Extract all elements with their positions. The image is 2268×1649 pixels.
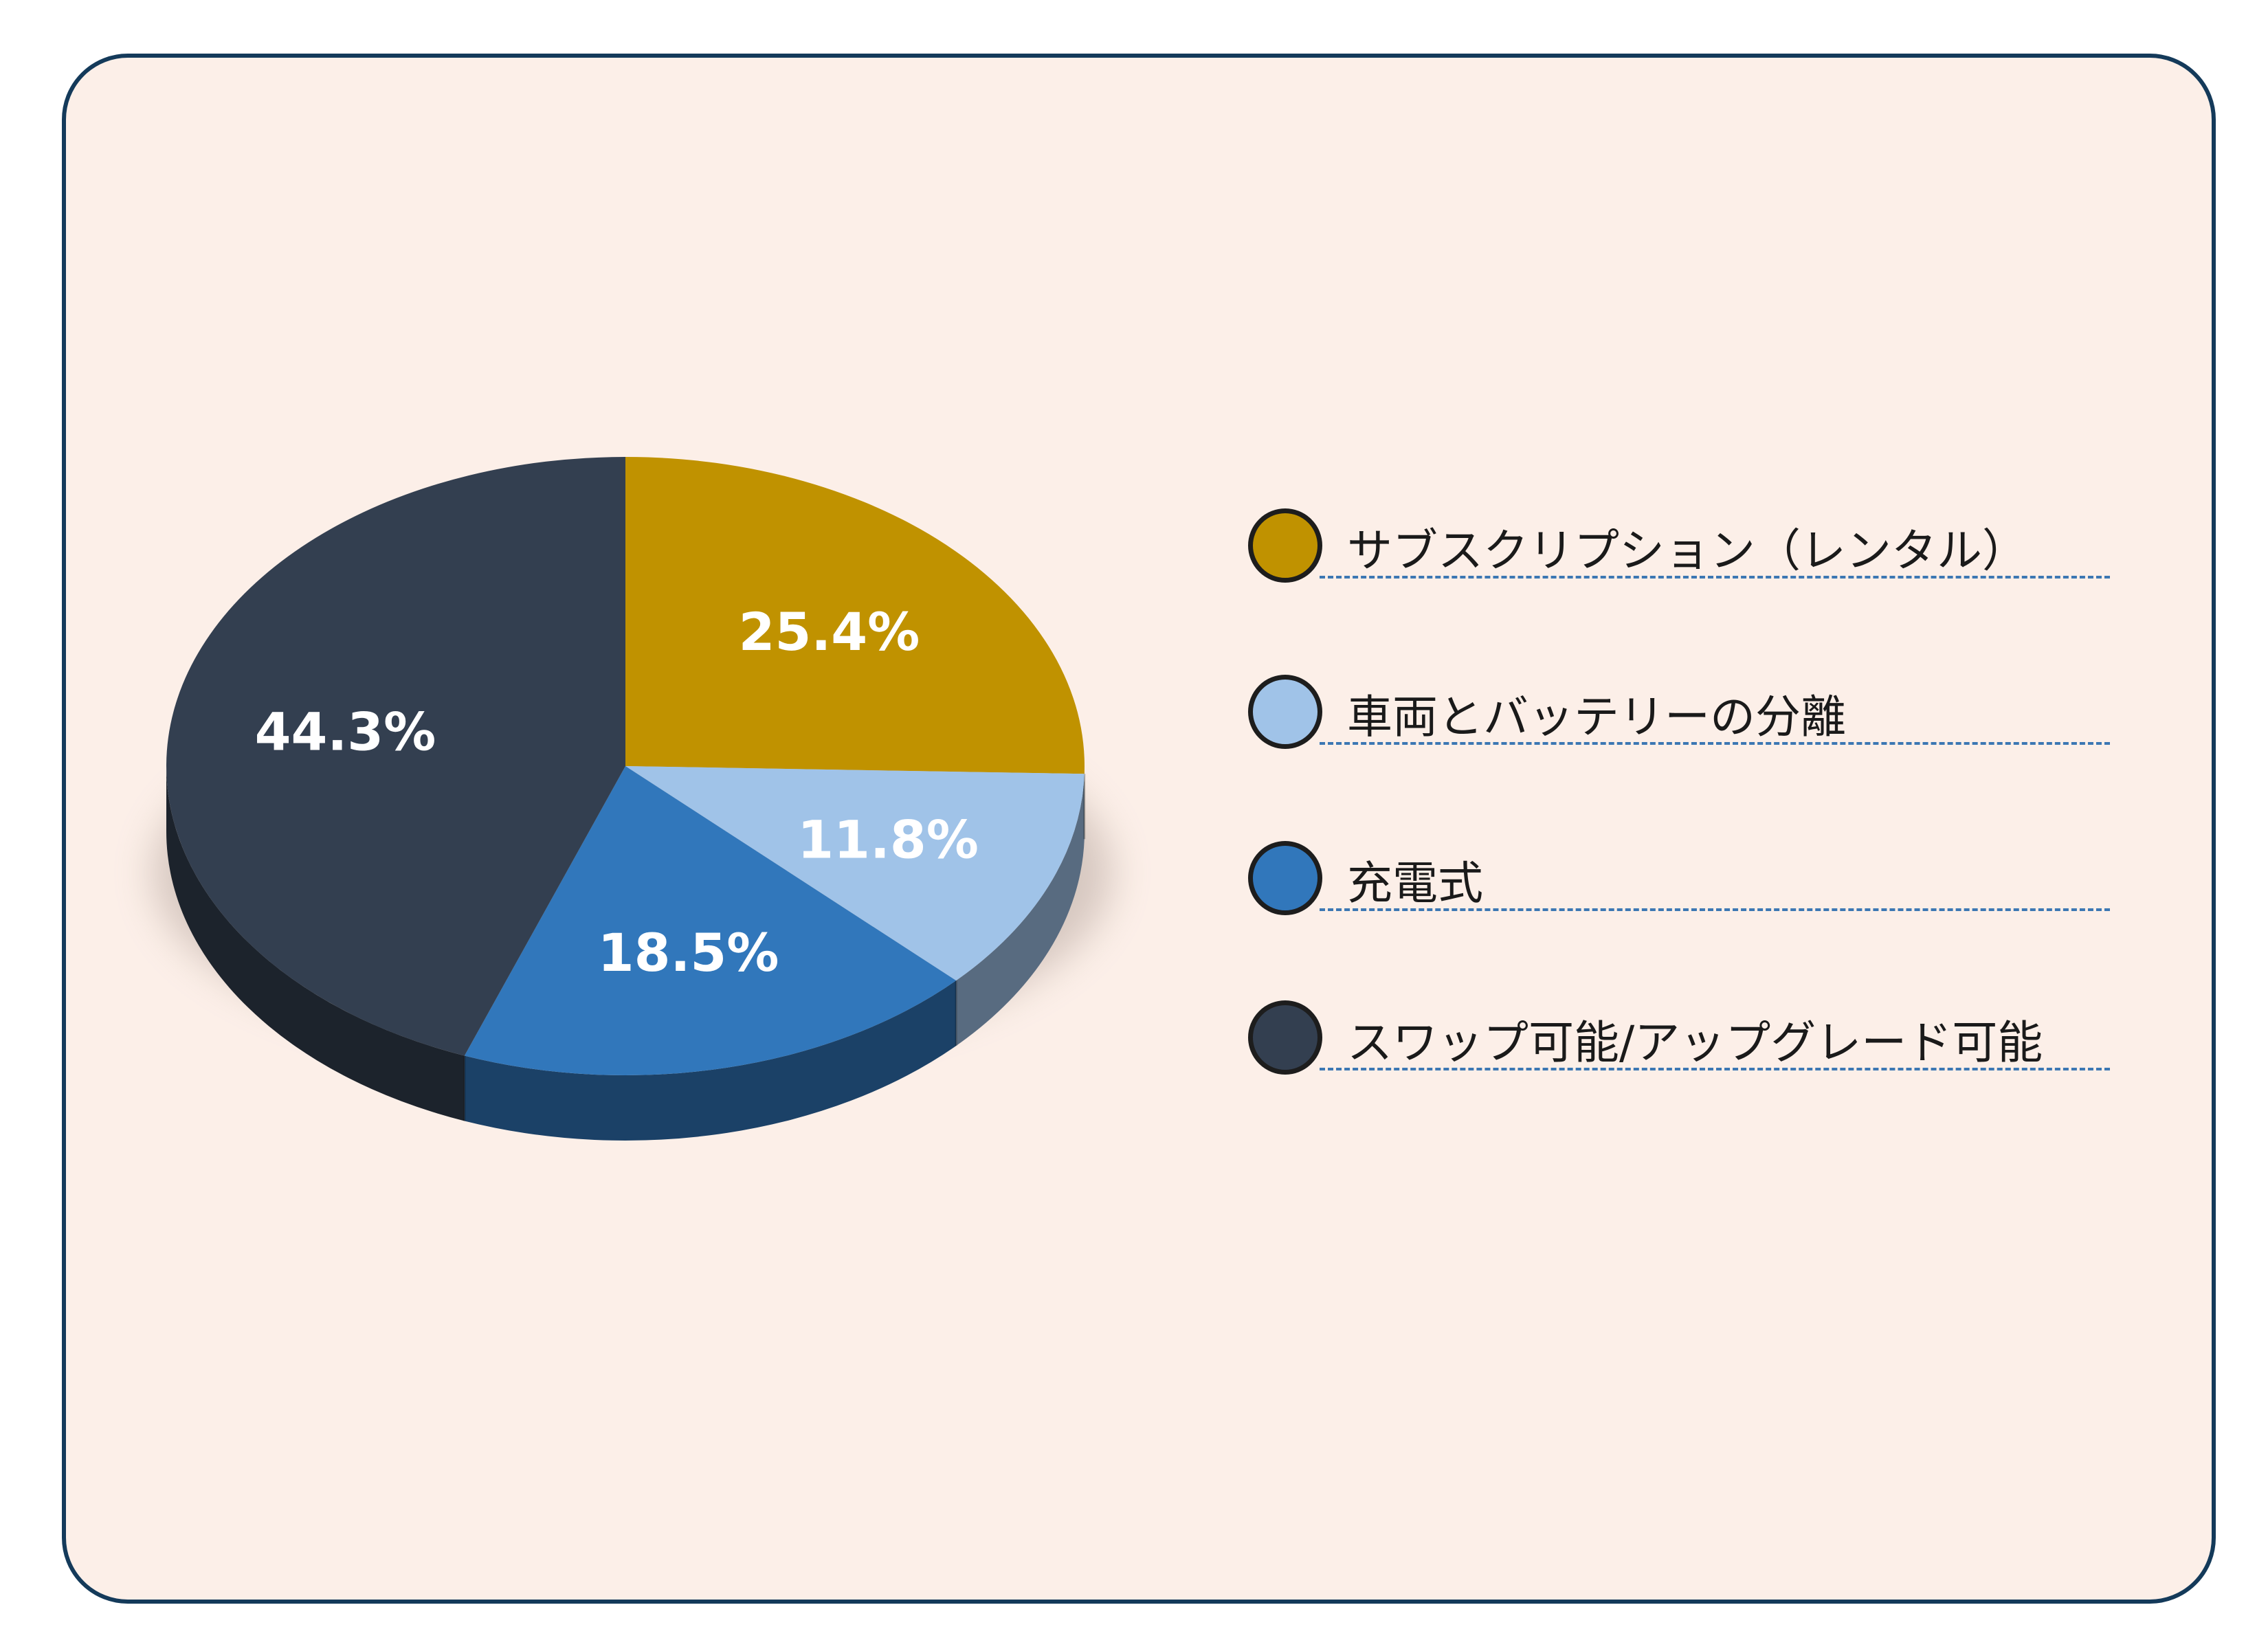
legend-item: スワップ可能/アップグレード可能 bbox=[1244, 987, 2110, 1083]
legend-label: 車両とバッテリーの分離 bbox=[1347, 691, 1846, 743]
legend-label: サブスクリプション（レンタル） bbox=[1347, 524, 2027, 577]
pie-slice bbox=[625, 457, 1085, 774]
legend-swatch-icon bbox=[1248, 1000, 1322, 1075]
legend-divider bbox=[1320, 576, 2110, 579]
legend-swatch-icon bbox=[1248, 508, 1322, 583]
legend-item: 充電式 bbox=[1244, 827, 2110, 923]
legend-item: サブスクリプション（レンタル） bbox=[1244, 495, 2110, 591]
legend-item: 車両とバッテリーの分離 bbox=[1244, 661, 2110, 757]
pie-slice-label: 44.3% bbox=[255, 701, 436, 762]
pie-slice-side bbox=[166, 766, 465, 1121]
pie-slice-side bbox=[464, 980, 957, 1141]
pie-slice-label: 11.8% bbox=[797, 809, 979, 871]
legend-label: 充電式 bbox=[1347, 857, 1483, 910]
pie-slice bbox=[625, 766, 1085, 981]
legend-swatch-icon bbox=[1248, 841, 1322, 915]
pie-slice bbox=[464, 766, 957, 1076]
legend-swatch-icon bbox=[1248, 675, 1322, 749]
pie-slice bbox=[166, 457, 626, 1056]
pie-slice-side bbox=[956, 774, 1085, 1046]
legend-divider bbox=[1320, 908, 2110, 911]
pie-slice-label: 25.4% bbox=[739, 601, 920, 662]
legend-divider bbox=[1320, 742, 2110, 745]
legend-label: スワップ可能/アップグレード可能 bbox=[1347, 1016, 2043, 1069]
legend-divider bbox=[1320, 1068, 2110, 1070]
pie-slice-label: 18.5% bbox=[598, 922, 779, 983]
